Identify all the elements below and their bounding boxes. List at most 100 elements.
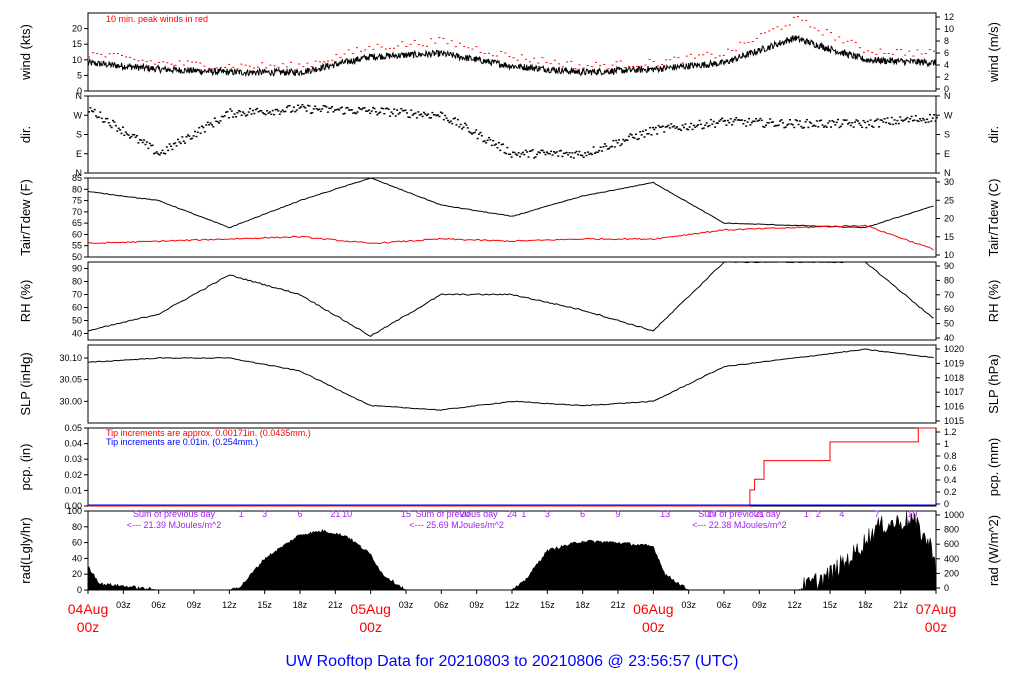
ytick-label-right: 1015 xyxy=(944,416,964,426)
ytick-label-right: 0 xyxy=(944,84,949,94)
xtick-label: 06z xyxy=(717,600,732,610)
day-sum-label: Sum of previous day xyxy=(133,509,216,519)
panel-rad: rad(Lgly/hr) rad (W/m^2)02040608010002004… xyxy=(18,506,1001,595)
ytick-label-left: 5 xyxy=(77,70,82,80)
ytick-label-left: 0.01 xyxy=(64,485,82,495)
ytick-label-right: 1017 xyxy=(944,387,964,397)
day-sum-label: Sum of previous day xyxy=(416,509,499,519)
ytick-label-right: 0.6 xyxy=(944,463,957,473)
panel-wind: wind (kts) wind (m/s) 0 5 10 15 20 0 2 4 6 8 10 12 10 … xyxy=(18,12,1001,96)
panel-rh: RH (%) RH (%) 40 50 60 70 80 90 40 50 60 70 80 90 xyxy=(18,261,1001,343)
ylabel-left: dir. xyxy=(18,126,33,143)
ylabel-right: RH (%) xyxy=(986,280,1001,323)
hour-mark-label: 2 xyxy=(816,509,821,519)
day-time-label: 00z xyxy=(925,619,948,635)
ytick-label-right: 50 xyxy=(944,319,954,329)
xtick-label: 21z xyxy=(893,600,908,610)
ytick-label-right: 200 xyxy=(944,568,959,578)
ytick-label-left: 50 xyxy=(72,252,82,262)
xtick-label: 12z xyxy=(222,600,237,610)
ytick-label-right: 90 xyxy=(944,261,954,271)
ytick-label-left: 0.05 xyxy=(64,423,82,433)
xtick-label: 03z xyxy=(399,600,414,610)
xtick-label: 18z xyxy=(575,600,590,610)
ytick-label-left: E xyxy=(76,149,82,159)
xtick-label: 09z xyxy=(752,600,767,610)
hour-mark-label: 10 xyxy=(342,509,352,519)
ytick-label-right: 0.4 xyxy=(944,475,957,485)
hour-mark-label: 3 xyxy=(545,509,550,519)
ytick-label-left: 90 xyxy=(72,264,82,274)
ytick-label-left: 30.05 xyxy=(59,375,82,385)
ytick-label-right: 8 xyxy=(944,36,949,46)
hour-mark-label: 10 xyxy=(907,509,917,519)
day-time-label: 00z xyxy=(359,619,382,635)
series-line xyxy=(88,348,934,411)
ytick-label-right: 1 xyxy=(944,439,949,449)
ytick-label-left: 10 xyxy=(72,55,82,65)
ytick-label-right: 30 xyxy=(944,177,954,187)
day-time-label: 00z xyxy=(77,619,100,635)
precip-note-blue: Tip increments are 0.01in. (0.254mm.) xyxy=(106,437,258,447)
hour-mark-label: 9 xyxy=(615,509,620,519)
ytick-label-left: N xyxy=(76,168,83,178)
precip-line xyxy=(88,427,936,507)
series-line xyxy=(87,224,934,251)
ytick-label-right: 40 xyxy=(944,333,954,343)
panel-dir: dir. dir.N NE ES SW WN N xyxy=(18,91,1001,178)
hour-mark-label: 1 xyxy=(804,509,809,519)
day-sum-value: <--- 22.38 MJoules/m^2 xyxy=(692,520,787,530)
ytick-label-left: 15 xyxy=(72,39,82,49)
ytick-label-right: 25 xyxy=(944,195,954,205)
xtick-label: 09z xyxy=(187,600,202,610)
ytick-label-left: 20 xyxy=(72,24,82,34)
ylabel-left: rad(Lgly/hr) xyxy=(18,517,33,583)
ytick-label-left: 30.00 xyxy=(59,396,82,406)
ytick-label-right: 0.8 xyxy=(944,451,957,461)
ytick-label-left: 100 xyxy=(67,506,82,516)
hour-mark-label: 1 xyxy=(239,509,244,519)
xtick-label: 06z xyxy=(434,600,449,610)
ytick-label-right: 1016 xyxy=(944,402,964,412)
panel-slp: SLP (inHg) SLP (hPa) 30.00 30.05 30.10 1015 10… xyxy=(18,344,1001,426)
ytick-label-right: 1018 xyxy=(944,373,964,383)
ytick-label-right: 1000 xyxy=(944,510,964,520)
ytick-label-right: 2 xyxy=(944,72,949,82)
hour-mark-label: 6 xyxy=(580,509,585,519)
ytick-label-left: 80 xyxy=(72,277,82,287)
panel-frame xyxy=(87,95,937,174)
ylabel-right: rad (W/m^2) xyxy=(986,515,1001,586)
chart-panels: wind (kts) wind (m/s)0510152002468101210 … xyxy=(18,12,1001,595)
day-sum-label: Sum of previous day xyxy=(698,509,781,519)
ylabel-right: wind (m/s) xyxy=(986,22,1001,83)
ytick-label-left: S xyxy=(76,130,82,140)
ytick-label-left: 75 xyxy=(72,196,82,206)
ytick-label-left: 40 xyxy=(72,329,82,339)
ytick-label-right: W xyxy=(944,110,953,120)
hour-mark-label: 3 xyxy=(262,509,267,519)
hour-mark-label: 15 xyxy=(401,509,411,519)
ytick-label-right: 15 xyxy=(944,232,954,242)
hour-mark-label: 21 xyxy=(330,509,340,519)
xtick-label: 15z xyxy=(540,600,555,610)
ytick-label-left: 60 xyxy=(72,229,82,239)
panel-frame xyxy=(87,177,937,258)
ytick-label-right: S xyxy=(944,130,950,140)
ytick-label-left: 70 xyxy=(72,290,82,300)
series-line xyxy=(87,261,934,338)
hour-mark-label: 7 xyxy=(875,509,880,519)
hour-mark-label: 20 xyxy=(460,509,470,519)
hour-mark-label: 13 xyxy=(660,509,670,519)
xtick-label: 15z xyxy=(257,600,272,610)
ytick-label-left: 30.10 xyxy=(59,353,82,363)
series-line xyxy=(87,177,934,229)
panel-frame xyxy=(87,12,937,92)
ytick-label-right: 0.2 xyxy=(944,487,957,497)
ytick-label-left: 0.03 xyxy=(64,454,82,464)
xtick-label: 15z xyxy=(823,600,838,610)
ytick-label-right: 1020 xyxy=(944,344,964,354)
xtick-label: 21z xyxy=(611,600,626,610)
ytick-label-left: 50 xyxy=(72,316,82,326)
ylabel-right: dir. xyxy=(986,126,1001,143)
